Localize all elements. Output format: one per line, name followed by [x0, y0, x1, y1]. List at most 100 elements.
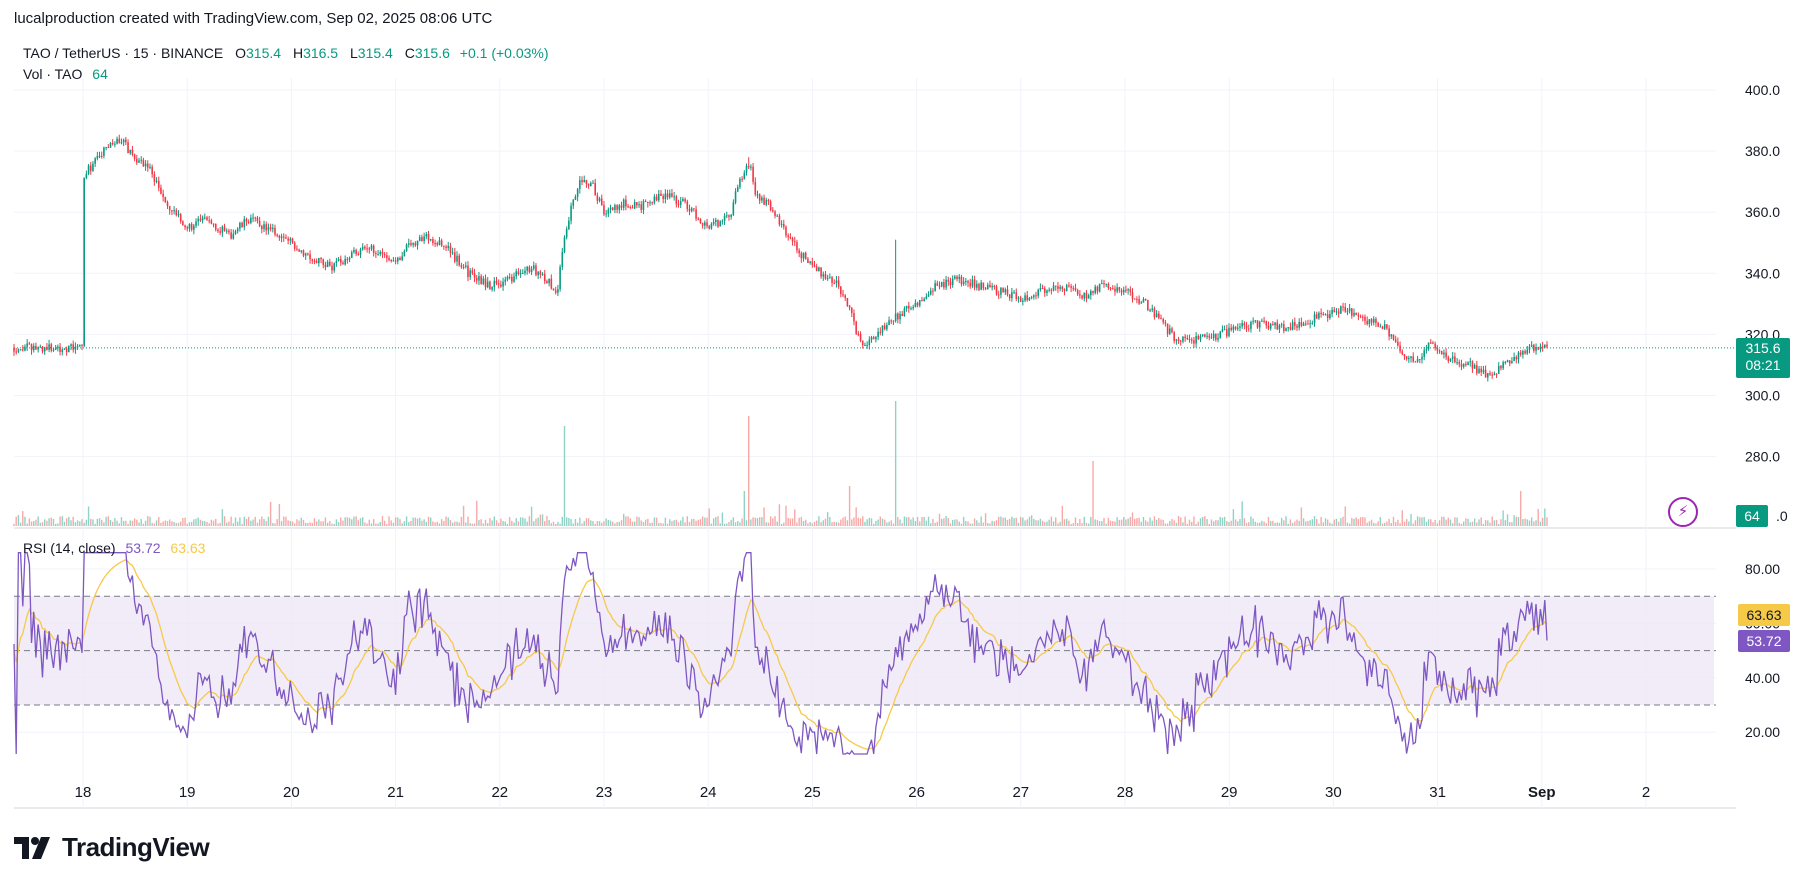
candle-body [649, 202, 651, 204]
candle-body [451, 252, 454, 254]
volume-bar [831, 522, 833, 526]
volume-bar [1105, 523, 1107, 526]
volume-bar [526, 521, 528, 526]
candle-body [179, 214, 182, 222]
candle-body [140, 159, 143, 161]
candle-body [625, 199, 627, 207]
volume-bar [1504, 520, 1507, 526]
candle-body [1423, 350, 1425, 357]
candle-body [1166, 323, 1169, 334]
candle-body [399, 257, 401, 260]
candle-body [1506, 360, 1509, 363]
candle-body [458, 255, 461, 266]
candle-body [175, 210, 178, 216]
volume-bar [951, 519, 954, 526]
candle-body [107, 147, 110, 149]
candle-body [236, 228, 239, 232]
candle-body [945, 279, 947, 288]
candle-body [923, 298, 925, 301]
candle-body [1320, 312, 1322, 315]
candle-body [440, 240, 443, 246]
candle-body [1544, 344, 1546, 348]
candle-body [350, 252, 353, 258]
volume-bar [688, 521, 691, 526]
candle-body [136, 158, 138, 163]
volume-bar [1353, 518, 1355, 526]
candle-body [1546, 344, 1548, 347]
candle-body [1136, 298, 1138, 300]
volume-bar [590, 520, 592, 526]
candle-body [201, 217, 204, 221]
candle-body [548, 278, 550, 284]
candle-body [311, 259, 314, 261]
candle-body [1476, 365, 1478, 374]
y-tick-label: 340.0 [1745, 265, 1780, 281]
candle-body [1427, 342, 1430, 350]
volume-bar [169, 519, 171, 526]
candle-body [879, 331, 882, 333]
volume-bar [1140, 521, 1142, 526]
volume-bar [1320, 516, 1322, 526]
x-tick-label: 29 [1221, 784, 1238, 801]
volume-bar [68, 516, 70, 526]
volume-bar [1050, 516, 1053, 526]
volume-bar [1085, 522, 1088, 526]
candle-body [515, 271, 518, 277]
volume-bar [776, 521, 778, 526]
candle-body [484, 278, 487, 288]
symbol-legend[interactable]: TAO / TetherUS · 15 · BINANCE O315.4 H31… [23, 45, 549, 61]
volume-bar [673, 520, 675, 526]
candle-body [394, 260, 397, 262]
tradingview-logo[interactable]: TradingView [14, 832, 210, 863]
candle-body [379, 251, 382, 255]
candle-body [583, 180, 586, 183]
volume-bar [184, 517, 186, 526]
candle-body [756, 194, 759, 196]
volume-bar [519, 517, 522, 526]
candle-body [1471, 361, 1474, 369]
candle-body [1484, 369, 1487, 378]
volume-bar [919, 521, 921, 526]
candle-body [561, 251, 564, 267]
volume-legend[interactable]: Vol · TAO 64 [23, 66, 108, 82]
volume-bar [1061, 505, 1064, 526]
x-tick-label: 19 [179, 784, 196, 801]
candle-body [1144, 298, 1147, 301]
volume-bar [1160, 519, 1162, 526]
volume-bar [1164, 523, 1167, 526]
candle-body [89, 165, 92, 171]
lightning-icon[interactable]: ⚡ [1668, 497, 1698, 527]
candle-body [206, 217, 208, 221]
candle-body [971, 279, 974, 287]
volume-bar [1063, 519, 1066, 526]
volume-bar [1335, 518, 1338, 526]
candle-body [103, 147, 105, 156]
volume-bar [1133, 518, 1136, 526]
volume-bar [1359, 517, 1362, 526]
volume-bar [916, 516, 919, 526]
volume-bar [980, 516, 982, 526]
volume-bar [362, 517, 364, 526]
candle-body [776, 215, 779, 217]
candle-body [296, 248, 298, 250]
candle-body [149, 166, 151, 168]
candle-body [960, 276, 963, 285]
candle-body [912, 307, 914, 309]
volume-bar [829, 516, 831, 526]
candle-body [1508, 360, 1511, 364]
candle-body [1085, 292, 1088, 299]
volume-bar [267, 516, 270, 526]
volume-bar [65, 518, 68, 526]
candle-body [708, 226, 711, 229]
rsi-legend[interactable]: RSI (14, close) 53.72 63.63 [23, 540, 205, 556]
volume-bar [550, 523, 553, 526]
candle-body [835, 280, 838, 284]
volume-bar [278, 504, 281, 526]
volume-bar [234, 517, 237, 526]
candle-body [1261, 320, 1263, 322]
volume-bar [739, 522, 741, 526]
volume-bar [1298, 520, 1300, 526]
rsi-tick-label: 80.00 [1745, 561, 1780, 577]
candle-body [1153, 308, 1156, 318]
